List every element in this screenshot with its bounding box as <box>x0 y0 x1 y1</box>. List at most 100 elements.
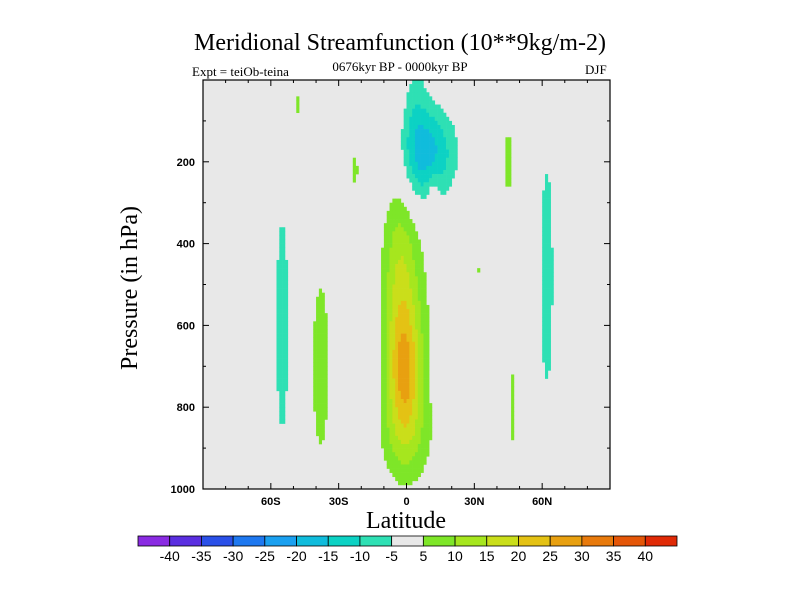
field-cell <box>282 419 286 424</box>
field-cell <box>412 100 416 105</box>
field-cell <box>381 255 385 261</box>
field-cell <box>409 84 413 89</box>
field-cell <box>383 317 388 322</box>
field-cell <box>383 386 388 392</box>
field-cell <box>389 304 393 310</box>
field-cell <box>451 153 455 159</box>
field-cell <box>544 202 549 208</box>
field-cell <box>406 169 410 175</box>
field-cell <box>392 304 396 310</box>
field-cell <box>409 325 413 330</box>
field-cell <box>403 415 407 420</box>
field-cell <box>426 174 430 179</box>
field-cell <box>446 186 450 191</box>
field-cell <box>381 321 385 326</box>
field-cell <box>429 431 433 437</box>
field-cell <box>316 313 320 318</box>
field-cell <box>542 251 546 257</box>
field-cell <box>414 427 419 433</box>
field-cell <box>412 268 416 273</box>
field-cell <box>423 309 427 314</box>
field-cell <box>448 182 453 187</box>
field-cell <box>440 149 444 154</box>
field-cell <box>276 280 280 285</box>
field-cell <box>412 325 416 330</box>
field-cell <box>318 309 323 314</box>
field-cell <box>383 362 388 367</box>
field-cell <box>414 153 419 159</box>
field-cell <box>398 370 402 375</box>
field-cell <box>321 309 325 314</box>
field-cell <box>324 349 328 355</box>
y-tick-label: 600 <box>177 320 195 332</box>
field-cell <box>429 161 433 167</box>
field-cell <box>420 399 424 404</box>
field-cell <box>544 268 549 273</box>
field-cell <box>417 243 421 248</box>
field-cell <box>448 145 453 150</box>
field-cell <box>395 304 399 310</box>
field-cell <box>318 386 323 392</box>
field-cell <box>406 419 410 424</box>
field-cell <box>414 169 419 175</box>
field-cell <box>426 329 430 334</box>
field-cell <box>406 313 410 318</box>
field-cell <box>386 247 390 253</box>
field-cell <box>398 280 402 285</box>
field-cell <box>386 358 390 363</box>
field-cell <box>420 382 424 388</box>
field-cell <box>282 309 286 314</box>
field-cell <box>276 382 280 388</box>
field-cell <box>406 153 410 159</box>
field-cell <box>403 329 407 334</box>
field-cell <box>417 100 421 105</box>
field-cell <box>417 178 421 183</box>
field-cell <box>420 349 424 355</box>
field-cell <box>279 280 283 285</box>
field-cell <box>542 284 546 289</box>
field-cell <box>403 419 407 424</box>
field-cell <box>426 178 430 183</box>
field-cell <box>547 264 551 269</box>
field-cell <box>282 317 286 322</box>
field-cell <box>383 304 388 310</box>
field-cell <box>412 165 416 171</box>
field-cell <box>389 284 393 289</box>
field-cell <box>398 444 402 449</box>
field-cell <box>276 259 280 265</box>
field-cell <box>420 276 424 281</box>
field-cell <box>414 243 419 248</box>
field-cell <box>282 243 286 248</box>
field-cell <box>400 411 404 416</box>
field-cell <box>406 407 410 412</box>
field-cell <box>409 386 413 392</box>
field-cell <box>395 427 399 433</box>
field-cell <box>434 145 438 150</box>
field-cell <box>318 288 323 293</box>
field-cell <box>426 317 430 322</box>
field-cell <box>417 169 421 175</box>
field-cell <box>431 100 436 105</box>
field-cell <box>440 108 444 114</box>
field-cell <box>423 403 427 408</box>
field-cell <box>426 349 430 355</box>
field-cell <box>403 309 407 314</box>
field-cell <box>282 304 286 310</box>
field-cell <box>412 456 416 461</box>
field-cell <box>412 411 416 416</box>
colorbar-label: 30 <box>574 548 590 564</box>
field-cell <box>547 235 551 240</box>
colorbar-box <box>201 535 234 547</box>
field-cell <box>403 161 407 167</box>
field-cell <box>420 448 424 453</box>
field-cell <box>406 268 410 273</box>
field-cell <box>423 374 427 379</box>
field-cell <box>282 288 286 293</box>
field-cell <box>414 149 419 154</box>
field-cell <box>429 104 433 109</box>
field-cell <box>316 317 320 322</box>
field-cell <box>409 349 413 355</box>
field-cell <box>392 251 396 257</box>
field-cell <box>406 116 410 122</box>
field-cell <box>406 448 410 453</box>
